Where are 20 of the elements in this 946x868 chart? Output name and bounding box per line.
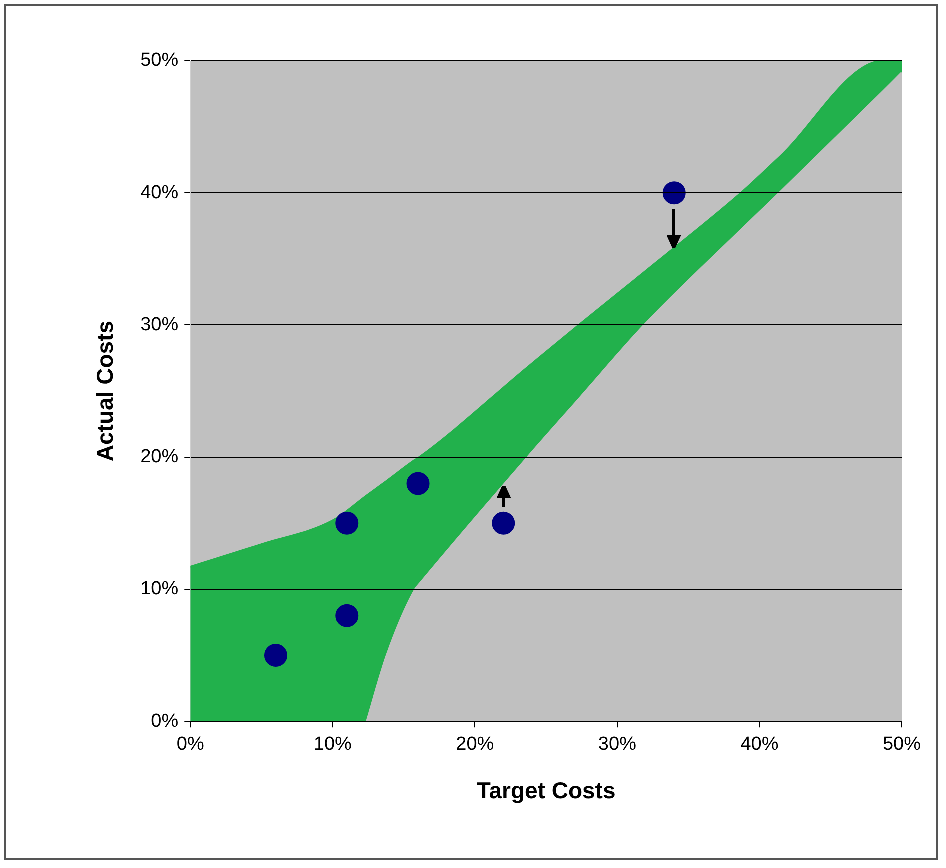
x-tick-label: 0% (176, 734, 204, 756)
point (264, 644, 288, 668)
y-tick-label: 0% (151, 710, 179, 732)
y-tick-label: 30% (140, 314, 179, 336)
y-tick-label: 20% (140, 446, 179, 468)
x-tick-label: 40% (740, 734, 779, 756)
point (662, 182, 686, 205)
x-tick-label: 30% (598, 734, 637, 756)
point (406, 472, 430, 496)
y-tick-label: 50% (140, 50, 179, 72)
point (336, 512, 359, 535)
point (492, 512, 516, 535)
x-tick-label: 10% (314, 734, 352, 756)
y-tick-label: 10% (140, 578, 179, 600)
x-axis-title: Target Costs (476, 778, 616, 804)
point (336, 604, 359, 628)
x-tick-label: 20% (456, 734, 494, 756)
y-axis-title: Actual Costs (92, 321, 118, 462)
x-tick-label: 50% (882, 734, 922, 756)
y-tick-label: 40% (140, 182, 179, 204)
